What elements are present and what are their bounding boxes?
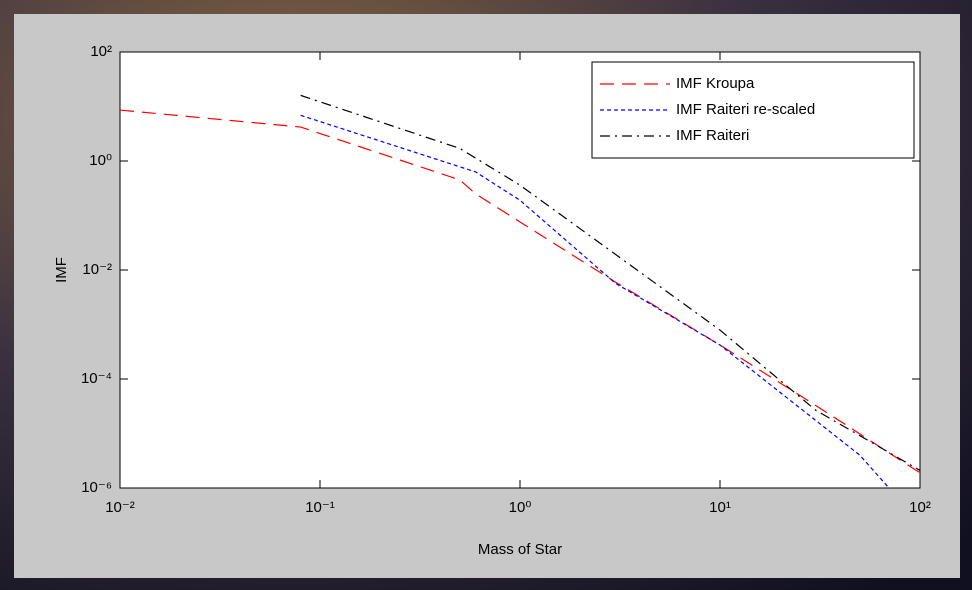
y-tick-label: 10⁻²	[82, 261, 112, 278]
x-tick-label: 10⁻¹	[305, 499, 335, 516]
legend-label: IMF Raiteri re-scaled	[676, 101, 815, 118]
legend-label: IMF Kroupa	[676, 75, 755, 92]
series-line	[300, 114, 890, 489]
x-tick-label: 10⁰	[509, 499, 532, 516]
y-tick-label: 10⁰	[89, 152, 112, 169]
x-tick-label: 10¹	[709, 499, 731, 516]
legend-label: IMF Raiteri	[676, 127, 749, 144]
x-tick-label: 10²	[909, 499, 931, 516]
y-axis-label: IMF	[53, 257, 70, 283]
series-line	[300, 94, 921, 471]
y-tick-label: 10²	[90, 43, 112, 60]
y-tick-label: 10⁻⁶	[81, 479, 112, 496]
series-line	[119, 109, 921, 474]
x-tick-label: 10⁻²	[105, 499, 135, 516]
y-tick-label: 10⁻⁴	[81, 370, 112, 387]
x-axis-label: Mass of Star	[478, 541, 562, 558]
